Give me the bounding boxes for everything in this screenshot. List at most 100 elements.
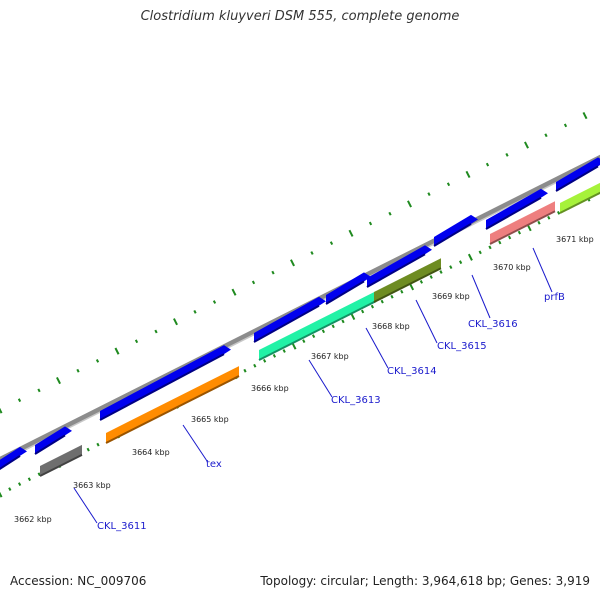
- cds-arrow-shadow: [253, 304, 320, 343]
- ruler-tick: [537, 220, 541, 225]
- ruler-tick: [310, 251, 314, 255]
- ruler-tick: [505, 152, 509, 157]
- gene-label: CKL_3613: [331, 395, 381, 406]
- cds-arrow-shadow: [99, 353, 225, 421]
- cds-arrow-shadow: [485, 196, 542, 230]
- gene-bar: [106, 366, 239, 443]
- ruler-tick: [290, 259, 295, 267]
- leader-line: [471, 274, 491, 319]
- leader-line: [308, 359, 333, 398]
- gene-bar: [374, 258, 441, 302]
- gene-bar: [259, 291, 376, 360]
- ruler-tick: [193, 309, 197, 314]
- ruler-tick: [427, 192, 431, 196]
- ruler-tick: [556, 210, 561, 215]
- gene-bar-shadow: [489, 210, 556, 245]
- ruler-tick: [212, 300, 217, 304]
- scale-tick-label: 3665 kbp: [191, 415, 229, 424]
- scale-tick-label: 3671 kbp: [556, 235, 594, 244]
- ruler-tick: [251, 280, 256, 285]
- ruler-tick: [419, 280, 424, 284]
- gene-label: prfB: [544, 292, 565, 303]
- cds-arrow-shadow: [325, 280, 365, 305]
- ruler-tick: [582, 112, 588, 120]
- ruler-tick: [429, 275, 433, 279]
- cds-arrow: [326, 272, 371, 304]
- ruler-tick: [390, 294, 394, 299]
- ruler-tick: [282, 349, 286, 353]
- gene-label: tex: [206, 459, 222, 470]
- ruler-tick: [449, 265, 453, 270]
- scale-tick-label: 3663 kbp: [73, 481, 111, 490]
- ruler-tick: [8, 487, 12, 491]
- gene-bar: [560, 182, 600, 213]
- ruler-tick: [544, 133, 548, 138]
- ruler-tick: [231, 288, 237, 296]
- ruler-tick: [114, 347, 120, 355]
- ruler-tick: [563, 123, 568, 128]
- ruler-tick: [0, 491, 3, 498]
- cds-arrow-shadow: [433, 222, 472, 247]
- ruler-tick: [311, 334, 316, 339]
- ruler-tick: [465, 170, 471, 179]
- leader-line: [365, 327, 389, 369]
- ruler-tick: [331, 324, 335, 329]
- ruler-tick: [243, 368, 247, 373]
- ruler-tick: [17, 482, 22, 487]
- gene-bar-shadow: [258, 300, 377, 361]
- ruler-tick: [37, 388, 41, 393]
- scale-tick-label: 3667 kbp: [311, 352, 349, 361]
- ruler-tick: [467, 253, 473, 261]
- gene-bar: [490, 201, 555, 244]
- ruler-tick: [478, 250, 482, 255]
- genome-stats: Topology: circular; Length: 3,964,618 bp…: [260, 574, 590, 588]
- outer-ruler: [0, 112, 588, 414]
- gene-label: CKL_3614: [387, 366, 437, 377]
- ruler-tick: [360, 309, 365, 314]
- cds-arrow: [434, 214, 478, 246]
- ruler-tick: [380, 299, 384, 304]
- ruler-tick: [134, 339, 139, 344]
- leader-line: [415, 299, 438, 344]
- ruler-tick: [27, 477, 32, 482]
- scale-labels: 3662 kbp 3663 kbp 3664 kbp 3665 kbp 3666…: [14, 235, 594, 524]
- gene-bar: [40, 444, 82, 476]
- ruler-tick: [96, 442, 100, 447]
- ruler-tick: [400, 289, 404, 294]
- leader-line: [182, 424, 208, 462]
- gene-label: CKL_3611: [97, 521, 147, 532]
- gene-bar-shadow: [373, 267, 442, 303]
- ruler-tick: [370, 304, 375, 309]
- gene-bar-shadow: [559, 191, 600, 214]
- cds-track: [0, 157, 600, 470]
- cds-arrow: [367, 245, 432, 287]
- ruler-tick: [262, 358, 267, 363]
- ruler-tick: [407, 200, 412, 208]
- leader-line: [532, 247, 553, 293]
- ruler-tick: [488, 245, 492, 250]
- cds-arrow-shadow: [366, 253, 426, 288]
- ruler-tick: [86, 447, 90, 452]
- ruler-tick: [95, 359, 100, 363]
- ruler-tick: [154, 329, 158, 334]
- ruler-tick: [368, 221, 373, 226]
- ruler-tick: [348, 229, 354, 237]
- ruler-tick: [524, 141, 529, 149]
- ruler-tick: [56, 376, 61, 385]
- gene-labels: CKL_3611 tex CKL_3613 CKL_3614 CKL_3615 …: [97, 292, 565, 532]
- ruler-tick: [439, 270, 443, 274]
- cds-arrow: [556, 157, 600, 191]
- ruler-tick: [302, 339, 306, 343]
- scale-tick-label: 3662 kbp: [14, 515, 52, 524]
- cds-arrow: [254, 296, 326, 342]
- map-title: Clostridium kluyveri DSM 555, complete g…: [140, 9, 460, 24]
- ruler-tick: [388, 211, 392, 216]
- ruler-tick: [253, 363, 257, 368]
- gene-track: [39, 182, 600, 477]
- gene-bar-shadow: [105, 375, 240, 444]
- ruler-tick: [76, 368, 80, 373]
- ruler-tick: [507, 235, 512, 240]
- ruler-tick: [446, 182, 451, 187]
- scale-tick-label: 3668 kbp: [372, 322, 410, 331]
